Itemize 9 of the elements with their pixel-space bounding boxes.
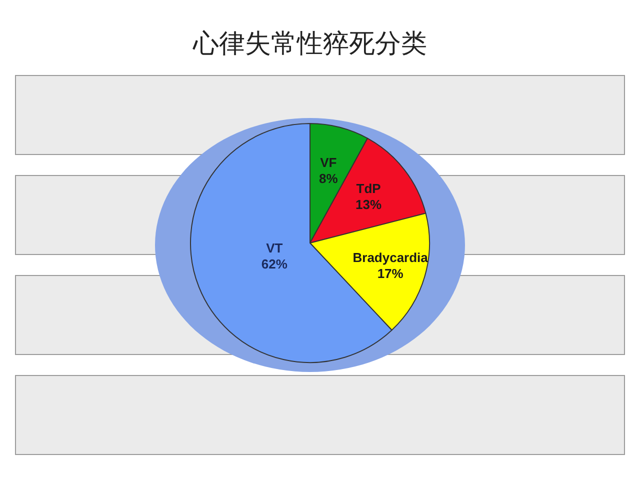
slice-label: TdP bbox=[356, 181, 382, 196]
slice-label: Bradycardia bbox=[352, 250, 429, 265]
slice-label: VT bbox=[266, 240, 283, 256]
data-label: 62% bbox=[261, 256, 288, 272]
data-label: 13% bbox=[356, 197, 382, 212]
chart-title: 心律失常性猝死分类 bbox=[192, 28, 428, 61]
data-label: 8% bbox=[319, 170, 338, 186]
data-label: 17% bbox=[377, 266, 404, 281]
slice-label: VF bbox=[320, 154, 337, 170]
